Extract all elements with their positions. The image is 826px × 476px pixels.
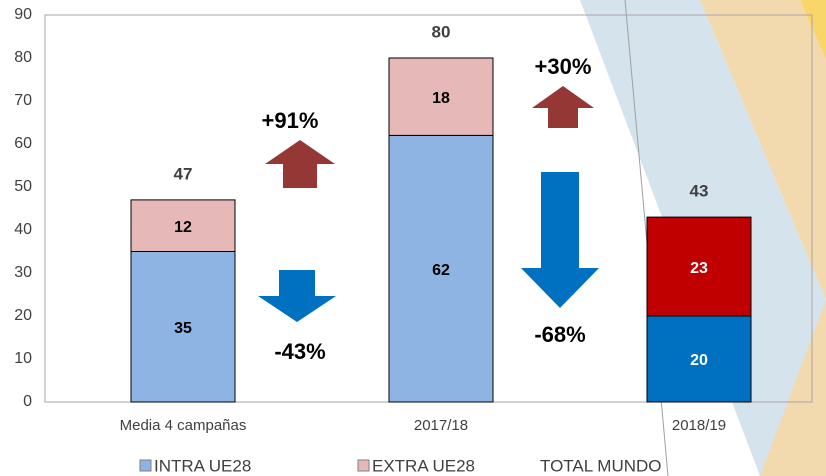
y-tick-label: 60 <box>14 135 32 152</box>
total-label: 80 <box>432 22 451 41</box>
y-tick-label: 20 <box>14 307 32 324</box>
bar-segment <box>388 134 494 403</box>
legend-swatch <box>139 459 152 472</box>
change-arrow <box>265 140 335 188</box>
x-tick-label: 2018/19 <box>672 417 726 434</box>
bar-segment <box>388 57 494 136</box>
bar-segment <box>646 216 752 317</box>
data-label: 18 <box>432 90 450 107</box>
bar-segment <box>646 315 752 403</box>
y-tick-label: 10 <box>14 350 32 367</box>
data-label: 20 <box>690 352 708 369</box>
total-label: 47 <box>174 164 193 183</box>
y-tick-label: 70 <box>14 92 32 109</box>
y-tick-label: 0 <box>23 393 32 410</box>
annotation: -68% <box>534 322 585 347</box>
y-tick-label: 40 <box>14 221 32 238</box>
y-tick-label: 50 <box>14 178 32 195</box>
change-arrow <box>521 172 599 308</box>
annotation: -43% <box>274 339 325 364</box>
total-label: 43 <box>690 182 709 201</box>
data-label: 12 <box>174 219 192 236</box>
y-tick-label: 30 <box>14 264 32 281</box>
background-stripe <box>700 0 826 300</box>
change-arrow <box>258 270 336 322</box>
change-arrow <box>532 86 594 128</box>
x-tick-label: Media 4 campañas <box>120 417 247 434</box>
data-label: 23 <box>690 260 708 277</box>
data-label: 62 <box>432 262 450 279</box>
legend-label: EXTRA UE28 <box>372 456 475 475</box>
data-label: 35 <box>174 320 192 337</box>
annotation: +91% <box>262 108 319 133</box>
y-tick-label: 90 <box>14 6 32 23</box>
x-tick-label: 2017/18 <box>414 417 468 434</box>
annotation: +30% <box>535 54 592 79</box>
background-stripe <box>760 300 826 476</box>
bar-segment <box>130 199 236 252</box>
y-tick-label: 80 <box>14 49 32 66</box>
legend-swatch <box>357 459 370 472</box>
legend-label: TOTAL MUNDO <box>540 456 662 475</box>
legend-label: INTRA UE28 <box>154 456 251 475</box>
